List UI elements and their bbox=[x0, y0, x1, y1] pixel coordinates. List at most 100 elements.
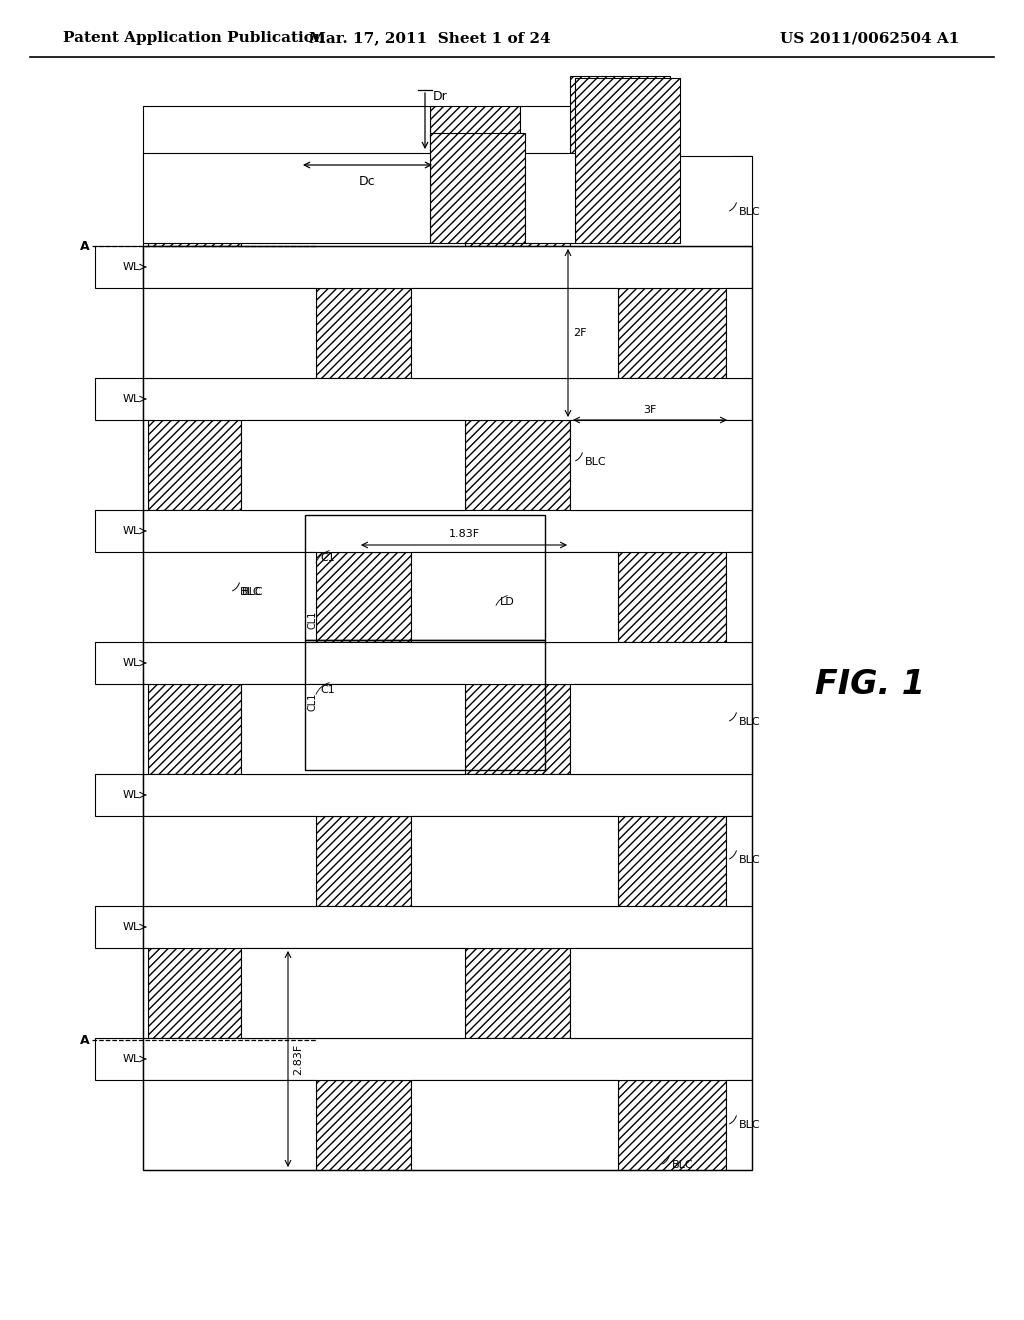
Bar bbox=[465, 156, 570, 246]
Text: C1: C1 bbox=[319, 553, 335, 564]
Text: WL: WL bbox=[123, 393, 140, 404]
Bar bbox=[726, 288, 752, 378]
Bar bbox=[95, 774, 143, 816]
Bar bbox=[520, 106, 570, 156]
Text: WL: WL bbox=[123, 1053, 140, 1064]
Text: Dr: Dr bbox=[433, 90, 447, 103]
Text: CL1: CL1 bbox=[307, 611, 317, 630]
Text: US 2011/0062504 A1: US 2011/0062504 A1 bbox=[780, 30, 959, 45]
Bar bbox=[732, 948, 752, 1038]
Text: Mar. 17, 2011  Sheet 1 of 24: Mar. 17, 2011 Sheet 1 of 24 bbox=[309, 30, 551, 45]
Text: WL: WL bbox=[123, 261, 140, 272]
Bar bbox=[570, 420, 752, 510]
Text: 1.83F: 1.83F bbox=[449, 529, 479, 539]
Bar bbox=[241, 948, 465, 1038]
Bar bbox=[430, 133, 525, 243]
Bar bbox=[143, 684, 148, 774]
Bar bbox=[570, 156, 752, 246]
Bar bbox=[143, 510, 752, 552]
Text: WL: WL bbox=[123, 657, 140, 668]
Bar bbox=[316, 816, 411, 906]
Bar bbox=[411, 552, 618, 642]
Bar bbox=[143, 642, 752, 684]
Text: BLC: BLC bbox=[672, 1160, 693, 1170]
Bar bbox=[95, 246, 143, 288]
Bar bbox=[143, 1080, 316, 1170]
Bar bbox=[465, 420, 570, 510]
Bar bbox=[148, 948, 241, 1038]
Bar bbox=[430, 106, 520, 156]
Bar bbox=[570, 77, 670, 156]
Bar bbox=[241, 684, 465, 774]
Bar bbox=[143, 906, 752, 948]
Text: 2.83F: 2.83F bbox=[293, 1043, 303, 1074]
Text: LD: LD bbox=[500, 597, 515, 607]
Bar bbox=[148, 156, 241, 246]
Bar bbox=[575, 78, 680, 243]
Bar bbox=[148, 684, 241, 774]
Text: BLC: BLC bbox=[242, 587, 263, 597]
Text: A: A bbox=[80, 239, 90, 252]
Bar bbox=[143, 948, 148, 1038]
Bar bbox=[95, 510, 143, 552]
Bar bbox=[316, 288, 411, 378]
Text: 3F: 3F bbox=[643, 405, 656, 414]
Bar bbox=[726, 552, 752, 642]
Bar bbox=[143, 153, 430, 243]
Bar bbox=[148, 420, 241, 510]
Text: WL: WL bbox=[123, 921, 140, 932]
Text: BLC: BLC bbox=[585, 457, 606, 467]
Text: BLC: BLC bbox=[240, 587, 261, 597]
Bar bbox=[618, 552, 726, 642]
Bar bbox=[411, 816, 618, 906]
Text: BLC: BLC bbox=[739, 717, 761, 727]
Bar bbox=[143, 288, 316, 378]
Bar bbox=[618, 816, 726, 906]
Bar bbox=[241, 156, 465, 246]
Bar bbox=[570, 684, 752, 774]
Bar bbox=[618, 288, 726, 378]
Text: C1: C1 bbox=[319, 685, 335, 696]
Bar bbox=[732, 684, 752, 774]
Bar bbox=[732, 420, 752, 510]
Text: FIG. 1: FIG. 1 bbox=[815, 668, 925, 701]
Text: 2F: 2F bbox=[573, 327, 587, 338]
Text: WL: WL bbox=[123, 525, 140, 536]
Text: Dc: Dc bbox=[359, 176, 376, 187]
Bar bbox=[143, 420, 148, 510]
Bar bbox=[95, 642, 143, 684]
Text: BLC: BLC bbox=[739, 1119, 761, 1130]
Bar bbox=[570, 948, 752, 1038]
Text: BLC: BLC bbox=[739, 855, 761, 865]
Bar bbox=[241, 420, 465, 510]
Bar bbox=[143, 552, 316, 642]
Bar bbox=[143, 1038, 752, 1080]
Bar bbox=[316, 552, 411, 642]
Text: CL1: CL1 bbox=[307, 693, 317, 711]
Bar bbox=[95, 1038, 143, 1080]
Bar bbox=[305, 515, 545, 640]
Bar bbox=[143, 156, 148, 246]
Bar bbox=[143, 246, 752, 1170]
Bar bbox=[525, 153, 575, 243]
Bar bbox=[465, 684, 570, 774]
Bar bbox=[305, 640, 545, 770]
Bar bbox=[143, 246, 752, 288]
Bar bbox=[143, 816, 316, 906]
Bar bbox=[143, 378, 752, 420]
Bar bbox=[95, 378, 143, 420]
Text: WL: WL bbox=[123, 789, 140, 800]
Bar bbox=[95, 906, 143, 948]
Bar bbox=[411, 288, 618, 378]
Bar bbox=[726, 1080, 752, 1170]
Text: BLC: BLC bbox=[739, 207, 761, 216]
Bar bbox=[618, 1080, 726, 1170]
Bar bbox=[411, 1080, 618, 1170]
Bar bbox=[732, 156, 752, 246]
Bar bbox=[726, 816, 752, 906]
Bar bbox=[143, 106, 430, 156]
Text: Patent Application Publication: Patent Application Publication bbox=[63, 30, 325, 45]
Bar bbox=[143, 774, 752, 816]
Bar bbox=[465, 948, 570, 1038]
Bar bbox=[316, 1080, 411, 1170]
